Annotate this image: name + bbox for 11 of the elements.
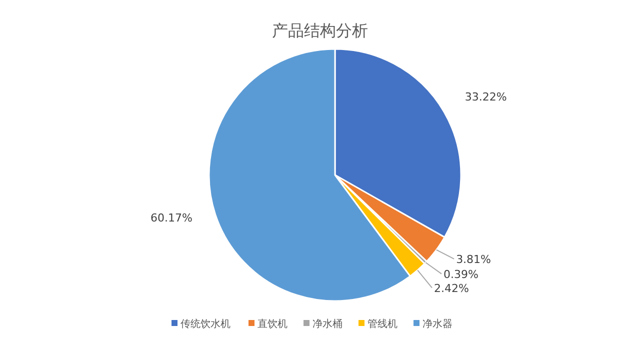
data-label: 2.42% (434, 282, 469, 295)
chart-title: 产品结构分析 (272, 21, 368, 40)
data-label: 33.22% (464, 90, 507, 104)
legend-label: 净水桶 (312, 318, 342, 330)
legend-label: 传统饮水机 (180, 318, 230, 330)
data-label: 0.39% (443, 268, 478, 281)
legend-label: 净水器 (422, 318, 452, 330)
legend-label: 直饮机 (258, 318, 288, 330)
legend-label: 管线机 (368, 318, 398, 330)
data-label: 60.17% (150, 211, 192, 224)
data-label: 3.81% (456, 252, 492, 266)
